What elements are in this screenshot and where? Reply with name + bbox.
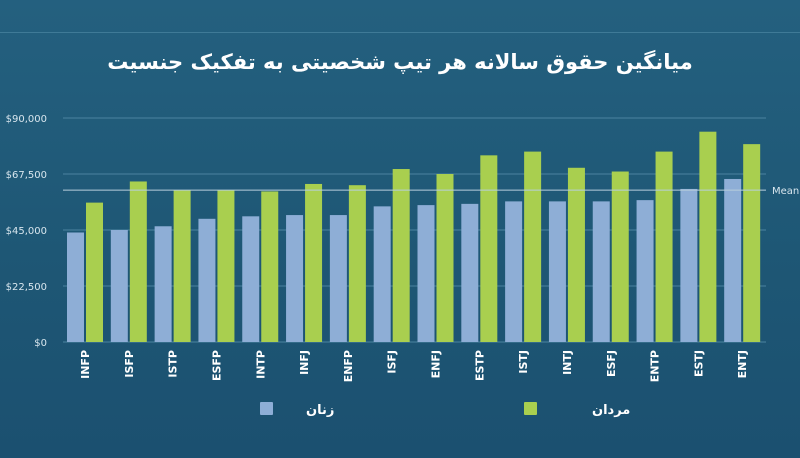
x-tick-label: INTJ bbox=[561, 350, 574, 375]
legend-women-swatch bbox=[260, 402, 273, 415]
bar-women bbox=[329, 215, 347, 342]
bar-men bbox=[655, 151, 673, 342]
legend-men-label: مردان bbox=[592, 403, 630, 418]
bar-men bbox=[348, 185, 366, 342]
x-tick-label: ISTP bbox=[167, 350, 180, 378]
x-axis-labels: INFP ISFP ISTP ESFP INTP INFJ ENFP ISFJ ENFJ ESTP… bbox=[79, 350, 749, 382]
y-tick-label: $90,000 bbox=[6, 114, 47, 125]
legend-women-label: زنان bbox=[306, 403, 334, 418]
bar-men bbox=[217, 190, 235, 342]
x-tick-label: ESTJ bbox=[692, 350, 705, 377]
bar-men bbox=[86, 202, 103, 342]
bar-men bbox=[743, 144, 761, 342]
bar-men bbox=[480, 155, 498, 342]
legend: زنان مردان bbox=[260, 402, 630, 418]
bar-women bbox=[110, 230, 128, 342]
y-tick-label: $45,000 bbox=[6, 226, 47, 237]
bar-women bbox=[724, 178, 742, 342]
bar-men bbox=[611, 171, 629, 342]
x-tick-label: ESFJ bbox=[605, 350, 618, 377]
bar-men bbox=[567, 167, 585, 342]
bar-men bbox=[392, 169, 410, 342]
x-tick-label: ISTJ bbox=[517, 350, 530, 374]
y-tick-label: $22,500 bbox=[6, 282, 47, 293]
bars bbox=[67, 131, 761, 342]
y-axis-ticks: $0 $22,500 $45,000 $67,500 $90,000 bbox=[6, 114, 47, 349]
x-tick-label: ISFJ bbox=[386, 350, 399, 374]
y-tick-label: $67,500 bbox=[6, 170, 47, 181]
x-tick-label: INTP bbox=[254, 350, 267, 379]
x-tick-label: ENTP bbox=[649, 350, 662, 382]
bar-women bbox=[636, 200, 654, 342]
bar-women bbox=[154, 226, 172, 342]
bar-men bbox=[129, 181, 147, 342]
bar-men bbox=[305, 183, 323, 342]
mean-line-group: Mean bbox=[63, 186, 799, 197]
bar-women bbox=[286, 215, 304, 342]
bar-women bbox=[242, 216, 260, 342]
x-tick-label: ESTP bbox=[473, 350, 486, 381]
bar-men bbox=[699, 131, 717, 342]
bar-women bbox=[373, 206, 391, 342]
x-tick-label: ESFP bbox=[210, 350, 223, 381]
y-tick-label: $0 bbox=[34, 338, 47, 349]
chart-title: میانگین حقوق سالانه هر تیپ شخصیتی به تفک… bbox=[107, 50, 693, 74]
bar-women bbox=[548, 201, 566, 342]
legend-men-swatch bbox=[524, 402, 537, 415]
bar-women bbox=[417, 205, 435, 342]
bar-men bbox=[524, 151, 542, 342]
x-tick-label: ISFP bbox=[123, 350, 136, 378]
mean-label: Mean bbox=[772, 186, 799, 197]
bar-women bbox=[67, 232, 84, 342]
bar-women bbox=[680, 188, 698, 342]
bar-men bbox=[173, 190, 191, 342]
x-tick-label: ENFP bbox=[342, 350, 355, 382]
bar-men bbox=[436, 174, 454, 342]
bar-men bbox=[261, 191, 279, 342]
x-tick-label: ENTJ bbox=[736, 350, 749, 378]
x-tick-label: INFP bbox=[79, 350, 92, 379]
bar-women bbox=[461, 203, 479, 342]
x-tick-label: INFJ bbox=[298, 350, 311, 375]
bar-women bbox=[198, 218, 216, 342]
top-divider bbox=[0, 32, 800, 33]
bar-women bbox=[505, 201, 523, 342]
x-tick-label: ENFJ bbox=[430, 350, 443, 378]
bar-women bbox=[592, 201, 610, 342]
